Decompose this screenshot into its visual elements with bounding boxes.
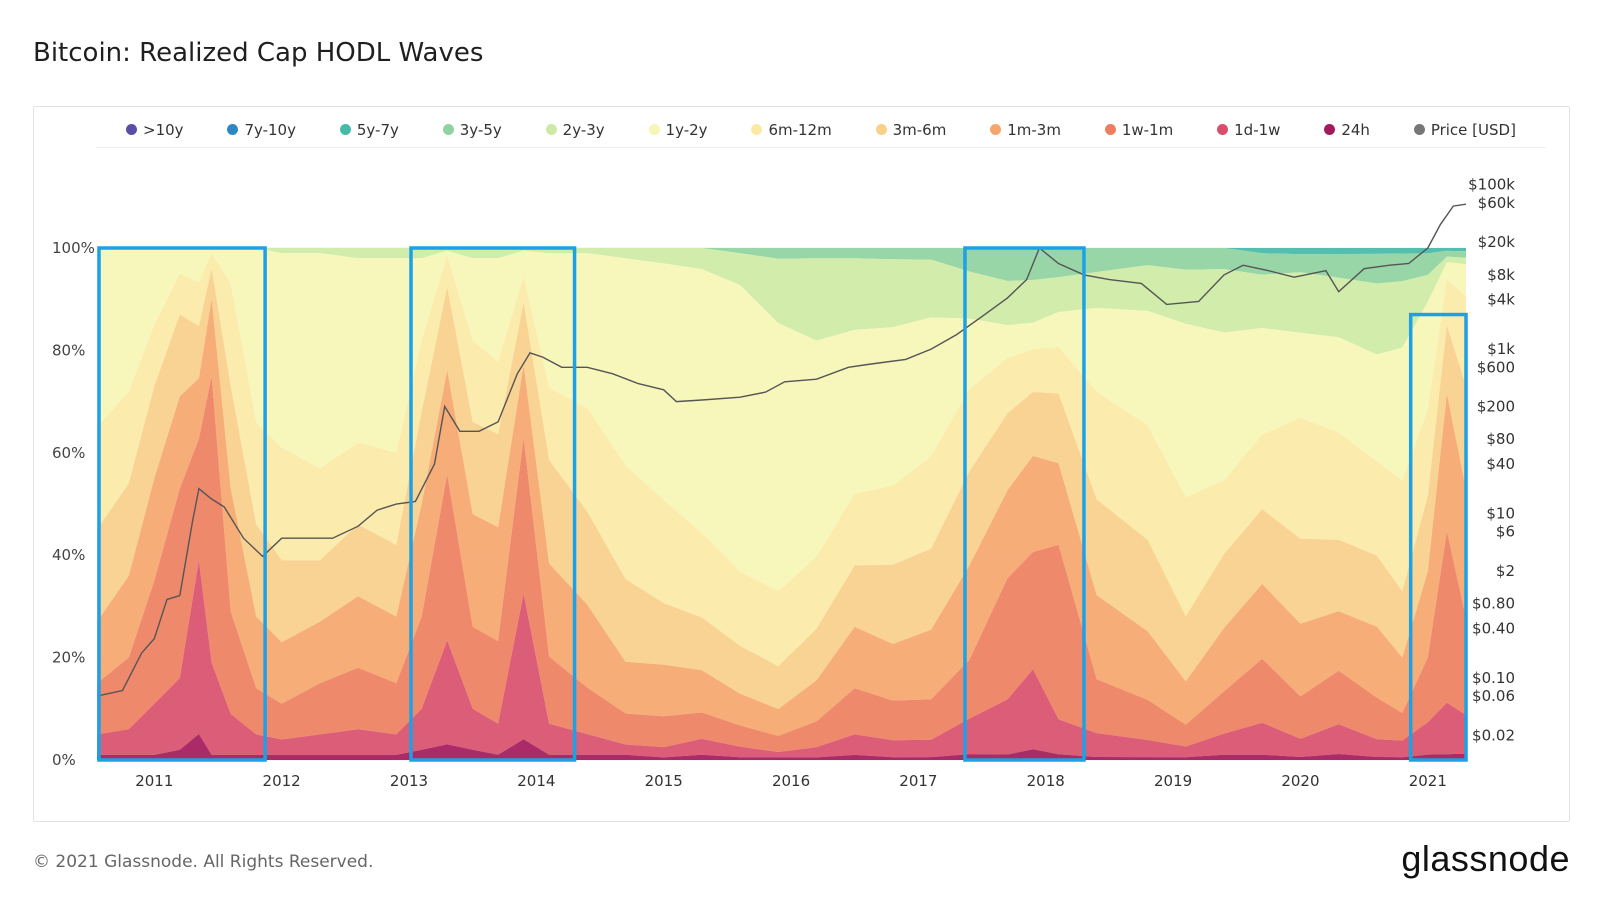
legend-label: 3m-6m xyxy=(892,120,947,139)
x-tick: 2017 xyxy=(899,772,937,790)
legend-label: 2y-3y xyxy=(562,120,605,139)
area-3y-5y xyxy=(97,248,1466,284)
legend-item[interactable]: 2y-3y xyxy=(545,120,605,139)
legend-swatch xyxy=(1413,124,1425,135)
legend-swatch xyxy=(648,124,660,135)
legend-swatch xyxy=(227,124,239,135)
legend-swatch xyxy=(126,124,137,135)
x-tick: 2016 xyxy=(772,772,810,790)
area-1w-1m xyxy=(97,376,1466,752)
highlight-box xyxy=(97,246,267,762)
y-right-tick: $80 xyxy=(1486,430,1515,448)
x-tick: 2013 xyxy=(390,772,428,790)
legend-swatch xyxy=(339,124,351,135)
price-line xyxy=(96,203,1467,697)
y-right-tick: $4k xyxy=(1487,291,1515,309)
highlight-box xyxy=(1408,312,1468,762)
legend-swatch xyxy=(1217,124,1229,135)
legend-swatch xyxy=(751,124,763,135)
area-24h xyxy=(97,734,1466,760)
legend-label: 7y-10y xyxy=(244,120,296,139)
legend-swatch xyxy=(442,124,454,135)
y-left-tick: 80% xyxy=(52,341,85,359)
legend-label: 1m-3m xyxy=(1007,120,1061,139)
legend-label: 3y-5y xyxy=(459,120,502,139)
y-right-tick: $2 xyxy=(1496,562,1515,580)
area-1d-1w xyxy=(97,560,1466,758)
y-right-tick: $100k xyxy=(1468,176,1515,194)
y-right-tick: $600 xyxy=(1477,358,1515,376)
legend-swatch xyxy=(1324,124,1336,135)
y-left-tick: 100% xyxy=(52,239,95,257)
chart-title: Bitcoin: Realized Cap HODL Waves xyxy=(33,38,484,68)
legend-item[interactable]: 1d-1w xyxy=(1217,121,1280,139)
y-left-tick: 0% xyxy=(52,751,76,769)
y-right-tick: $1k xyxy=(1487,340,1515,358)
y-right-tick: $0.40 xyxy=(1472,619,1515,637)
y-right-tick: $40 xyxy=(1486,455,1515,473)
highlight-box xyxy=(963,246,1086,762)
legend-swatch xyxy=(875,124,887,135)
legend-item[interactable]: 3m-6m xyxy=(875,120,947,139)
legend-label: 24h xyxy=(1341,120,1370,139)
legend-label: 5y-7y xyxy=(356,120,399,139)
legend-item[interactable]: 1w-1m xyxy=(1104,120,1174,139)
legend-label: Price [USD] xyxy=(1430,120,1516,139)
legend-swatch xyxy=(1104,124,1116,135)
area-5y-7y xyxy=(97,248,1466,255)
legend-item[interactable]: 24h xyxy=(1324,121,1370,139)
y-left-tick: 20% xyxy=(52,649,85,667)
x-tick: 2014 xyxy=(517,772,555,790)
legend-label: 1w-1m xyxy=(1121,120,1174,139)
y-right-tick: $60k xyxy=(1478,194,1516,212)
legend-label: 1d-1w xyxy=(1234,120,1281,139)
legend-label: 6m-12m xyxy=(768,120,832,139)
x-tick: 2019 xyxy=(1154,772,1192,790)
brand-logo: glassnode xyxy=(1401,838,1570,879)
y-left-tick: 40% xyxy=(52,546,85,564)
legend-item[interactable]: >10y xyxy=(126,121,184,139)
y-right-tick: $8k xyxy=(1487,266,1515,284)
area-2y-3y xyxy=(97,248,1466,355)
legend-swatch xyxy=(990,124,1002,135)
y-right-tick: $0.80 xyxy=(1472,595,1515,613)
y-right-tick: $0.02 xyxy=(1472,726,1515,744)
x-tick: 2015 xyxy=(645,772,683,790)
x-tick: 2018 xyxy=(1027,772,1065,790)
y-right-tick: $10 xyxy=(1486,504,1515,522)
legend: >10y 7y-10y 5y-7y 3y-5y 2y-3y 1y-2y 6m-12m 3m-6… xyxy=(96,120,1546,148)
legend-item[interactable]: 7y-10y xyxy=(227,121,296,139)
area-6m-12m xyxy=(97,253,1466,667)
y-right-tick: $200 xyxy=(1477,398,1515,416)
x-tick: 2011 xyxy=(135,772,173,790)
y-right-tick: $0.06 xyxy=(1472,687,1515,705)
highlight-box xyxy=(409,246,577,762)
copyright: © 2021 Glassnode. All Rights Reserved. xyxy=(33,852,374,872)
area-1m-3m xyxy=(97,299,1466,736)
y-left-tick: 60% xyxy=(52,444,85,462)
legend-item[interactable]: 1y-2y xyxy=(648,120,708,139)
legend-item[interactable]: Price [USD] xyxy=(1413,120,1516,139)
legend-label: 1y-2y xyxy=(665,120,708,139)
legend-swatch xyxy=(545,124,557,135)
legend-item[interactable]: 6m-12m xyxy=(751,120,832,139)
legend-item[interactable]: 3y-5y xyxy=(442,120,502,139)
x-tick: 2020 xyxy=(1281,772,1319,790)
y-right-tick: $0.10 xyxy=(1472,669,1515,687)
legend-item[interactable]: 5y-7y xyxy=(339,120,399,139)
y-right-tick: $20k xyxy=(1478,233,1516,251)
x-tick: 2021 xyxy=(1409,772,1447,790)
legend-label: >10y xyxy=(143,120,184,139)
y-right-tick: $6 xyxy=(1496,523,1515,541)
legend-item[interactable]: 1m-3m xyxy=(990,121,1061,139)
x-tick: 2012 xyxy=(263,772,301,790)
area-3m-6m xyxy=(97,268,1466,710)
area-1y-2y xyxy=(97,248,1466,592)
